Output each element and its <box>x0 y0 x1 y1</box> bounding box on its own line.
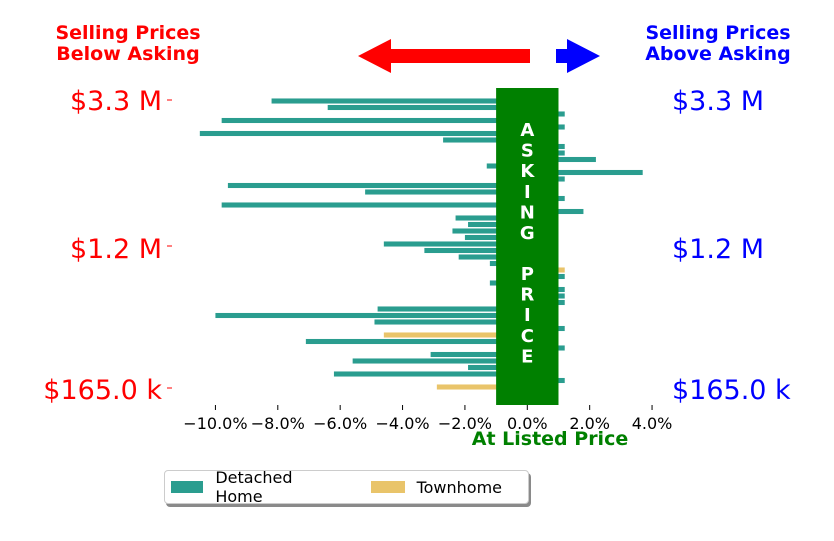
bar-townhome-44 <box>436 384 528 390</box>
x-tick-label-5: 0.0% <box>507 414 548 433</box>
bar-detached-18 <box>455 215 528 221</box>
bar-detached-40 <box>352 358 528 364</box>
band-letter-3: I <box>524 182 531 203</box>
header-right-line1: Selling Prices <box>645 22 790 44</box>
legend-swatch-townhome <box>370 481 405 493</box>
header-left-line2: Below Asking <box>56 43 199 65</box>
bar-detached-20 <box>452 228 528 234</box>
bar-detached-42 <box>333 371 528 377</box>
y-tick-label-mid-left: $1.2 M <box>70 234 162 265</box>
y-tick-label-mid-right: $1.2 M <box>672 234 764 265</box>
y-tick-label-top-right: $3.3 M <box>672 86 764 117</box>
x-tick-label-4: −2.0% <box>438 414 492 433</box>
bar-detached-14 <box>365 189 528 195</box>
band-letter-4: N <box>520 202 535 223</box>
band-letter-0: A <box>520 120 534 141</box>
bar-detached-13 <box>227 182 528 189</box>
bar-detached-0 <box>271 98 528 104</box>
legend-item-detached: Detached Home <box>171 468 339 506</box>
bar-detached-1 <box>327 104 528 111</box>
bar-detached-32 <box>377 306 528 312</box>
x-tick-label-7: 4.0% <box>632 414 673 433</box>
y-tick-label-top-left: $3.3 M <box>70 86 162 117</box>
header-left-line1: Selling Prices <box>55 22 200 44</box>
x-tick-label-0: −10.0% <box>183 414 247 433</box>
band-letter-6: P <box>521 264 534 285</box>
header-right-line2: Above Asking <box>645 43 791 65</box>
bar-detached-9 <box>527 156 596 163</box>
bar-detached-23 <box>424 247 528 254</box>
asking-price-band <box>496 88 559 405</box>
y-tick-label-bottom-left: $165.0 k <box>43 375 162 406</box>
below-arrow-icon <box>358 39 530 73</box>
x-tick-label-2: −6.0% <box>313 414 367 433</box>
legend-item-townhome: Townhome <box>370 477 502 497</box>
legend-label-townhome: Townhome <box>416 477 502 497</box>
bar-detached-6 <box>443 137 528 143</box>
band-letter-7: R <box>520 285 534 306</box>
legend-label-detached: Detached Home <box>215 468 293 506</box>
bar-detached-37 <box>305 338 528 345</box>
bar-detached-3 <box>221 117 528 124</box>
x-axis-label: At Listed Price <box>472 428 628 450</box>
above-arrow-icon <box>556 39 600 73</box>
band-letter-1: S <box>521 141 534 162</box>
bar-detached-16 <box>221 202 528 208</box>
bar-detached-39 <box>430 351 528 358</box>
bar-detached-24 <box>458 254 528 260</box>
band-letter-8: I <box>524 305 531 326</box>
x-tick-label-1: −8.0% <box>251 414 305 433</box>
band-letter-5: G <box>520 223 535 244</box>
bar-detached-11 <box>527 169 643 176</box>
x-tick-label-3: −4.0% <box>376 414 430 433</box>
x-tick-label-6: 2.0% <box>569 414 610 433</box>
y-tick-label-bottom-right: $165.0 k <box>672 375 791 406</box>
bar-townhome-36 <box>383 332 528 338</box>
band-letter-2: K <box>520 161 535 182</box>
bar-detached-22 <box>383 241 528 247</box>
bar-detached-5 <box>199 130 528 137</box>
bar-detached-34 <box>374 319 528 325</box>
bar-detached-33 <box>215 312 528 319</box>
band-letter-10: E <box>521 346 533 367</box>
band-letter-9: C <box>521 326 534 347</box>
legend-swatch-detached <box>171 481 204 493</box>
legend: Detached Home Townhome <box>164 468 529 506</box>
